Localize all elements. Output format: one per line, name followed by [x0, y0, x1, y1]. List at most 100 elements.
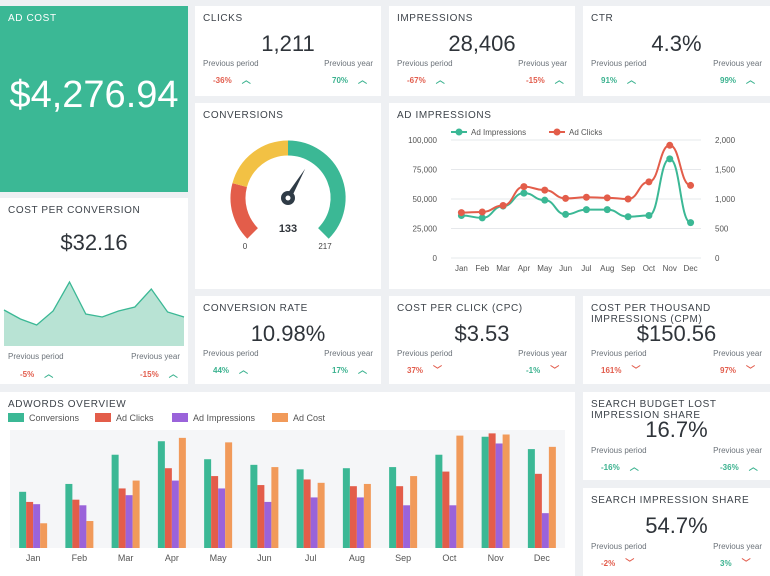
cpc-prev-year-label: Previous year — [518, 349, 567, 358]
x-tick-label: Jul — [581, 264, 591, 273]
chevron-down-icon: ﹀ — [746, 365, 756, 375]
bar-ad-clicks[interactable] — [164, 468, 172, 548]
data-point[interactable] — [541, 186, 549, 194]
bar-conversions[interactable] — [65, 483, 73, 548]
bar-ad-clicks[interactable] — [257, 485, 265, 548]
data-point[interactable] — [624, 213, 632, 221]
cpm-value: $150.56 — [636, 321, 717, 346]
bar-conversions[interactable] — [296, 469, 304, 548]
data-point[interactable] — [478, 208, 486, 216]
data-point[interactable] — [457, 209, 465, 217]
bar-ad-impressions[interactable] — [218, 488, 226, 548]
bar-ad-cost[interactable] — [502, 434, 510, 548]
x-tick-label: Oct — [442, 553, 457, 563]
bar-conversions[interactable] — [111, 454, 119, 548]
value-text: -36% — [720, 463, 739, 472]
bar-conversions[interactable] — [527, 449, 535, 548]
clicks-prev-year-value: 70% ︿ — [332, 73, 367, 86]
x-tick-label: Oct — [643, 264, 656, 273]
bar-ad-cost[interactable] — [40, 523, 48, 548]
bar-ad-cost[interactable] — [363, 483, 371, 548]
bar-ad-cost[interactable] — [225, 442, 233, 548]
data-point[interactable] — [666, 141, 674, 149]
data-point[interactable] — [645, 212, 653, 220]
bar-conversions[interactable] — [250, 464, 258, 548]
data-point[interactable] — [603, 206, 611, 214]
impressions-prev-year-value: -15% ︿ — [526, 73, 564, 86]
bar-ad-impressions[interactable] — [264, 501, 272, 548]
ctr-card: CTR 4.3% Previous period Previous year 9… — [583, 6, 770, 96]
bar-conversions[interactable] — [204, 459, 212, 548]
bar-ad-cost[interactable] — [178, 437, 186, 548]
chevron-down-icon: ﹀ — [625, 558, 635, 568]
data-point[interactable] — [520, 183, 528, 191]
bar-ad-clicks[interactable] — [349, 486, 357, 548]
bar-ad-clicks[interactable] — [118, 488, 126, 548]
data-point[interactable] — [687, 181, 695, 189]
plot-background — [10, 430, 565, 548]
bar-ad-clicks[interactable] — [488, 433, 496, 548]
legend-label: Ad Impressions — [471, 128, 526, 137]
bar-ad-impressions[interactable] — [171, 480, 179, 548]
cost-per-conversion-value: $32.16 — [60, 230, 128, 255]
bar-ad-impressions[interactable] — [541, 513, 549, 548]
bar-conversions[interactable] — [157, 441, 165, 548]
bar-ad-cost[interactable] — [132, 480, 140, 548]
bar-ad-clicks[interactable] — [534, 473, 542, 548]
chevron-down-icon: ﹀ — [550, 365, 560, 375]
legend-item-ad-clicks[interactable]: Ad Clicks — [95, 413, 154, 423]
data-point[interactable] — [603, 194, 611, 202]
chevron-up-icon: ︿ — [358, 365, 368, 375]
data-point[interactable] — [666, 155, 674, 163]
cpm-prev-year-value: 97% ﹀ — [720, 363, 755, 376]
bar-ad-clicks[interactable] — [442, 471, 450, 548]
bar-ad-clicks[interactable] — [72, 499, 80, 548]
bar-conversions[interactable] — [389, 467, 397, 548]
data-point[interactable] — [478, 214, 486, 222]
bar-conversions[interactable] — [435, 454, 443, 548]
bar-conversions[interactable] — [342, 468, 350, 548]
bar-ad-cost[interactable] — [410, 476, 418, 548]
bar-ad-cost[interactable] — [86, 521, 94, 548]
chevron-down-icon: ﹀ — [631, 365, 641, 375]
bar-ad-cost[interactable] — [271, 467, 279, 548]
bar-ad-impressions[interactable] — [449, 505, 457, 548]
data-point[interactable] — [562, 194, 570, 202]
data-point[interactable] — [499, 201, 507, 209]
bar-ad-impressions[interactable] — [495, 443, 503, 548]
data-point[interactable] — [582, 193, 590, 201]
data-point[interactable] — [520, 189, 528, 197]
bar-ad-impressions[interactable] — [33, 504, 41, 548]
bar-ad-clicks[interactable] — [303, 479, 311, 548]
legend-item-ad-clicks[interactable]: Ad Clicks — [549, 128, 602, 137]
data-point[interactable] — [541, 196, 549, 204]
bar-ad-cost[interactable] — [317, 482, 325, 548]
impression-share-card: SEARCH IMPRESSION SHARE 54.7% Previous p… — [583, 488, 770, 576]
bar-ad-impressions[interactable] — [79, 505, 87, 548]
bar-ad-clicks[interactable] — [211, 476, 219, 548]
bar-ad-cost[interactable] — [456, 435, 464, 548]
bar-ad-impressions[interactable] — [356, 497, 364, 548]
legend-item-ad-impressions[interactable]: Ad Impressions — [451, 128, 526, 137]
bar-conversions[interactable] — [19, 491, 27, 548]
bar-ad-clicks[interactable] — [396, 486, 404, 548]
data-point[interactable] — [562, 210, 570, 218]
bar-conversions[interactable] — [481, 436, 489, 548]
bar-ad-impressions[interactable] — [403, 505, 411, 548]
data-point[interactable] — [624, 195, 632, 203]
bar-ad-impressions[interactable] — [310, 497, 318, 548]
x-tick-label: Mar — [118, 553, 134, 563]
bar-ad-cost[interactable] — [548, 446, 556, 548]
legend-item-conversions[interactable]: Conversions — [8, 413, 80, 423]
value-text: -16% — [601, 463, 620, 472]
bar-ad-impressions[interactable] — [125, 495, 133, 548]
bar-ad-clicks[interactable] — [26, 501, 34, 548]
legend-item-ad-impressions[interactable]: Ad Impressions — [172, 413, 256, 423]
data-point[interactable] — [687, 219, 695, 227]
legend-item-ad-cost[interactable]: Ad Cost — [272, 413, 326, 423]
chevron-up-icon: ︿ — [629, 462, 639, 472]
legend-label: Ad Clicks — [569, 128, 602, 137]
data-point[interactable] — [645, 178, 653, 186]
value-text: 44% — [213, 366, 230, 375]
data-point[interactable] — [582, 206, 590, 214]
